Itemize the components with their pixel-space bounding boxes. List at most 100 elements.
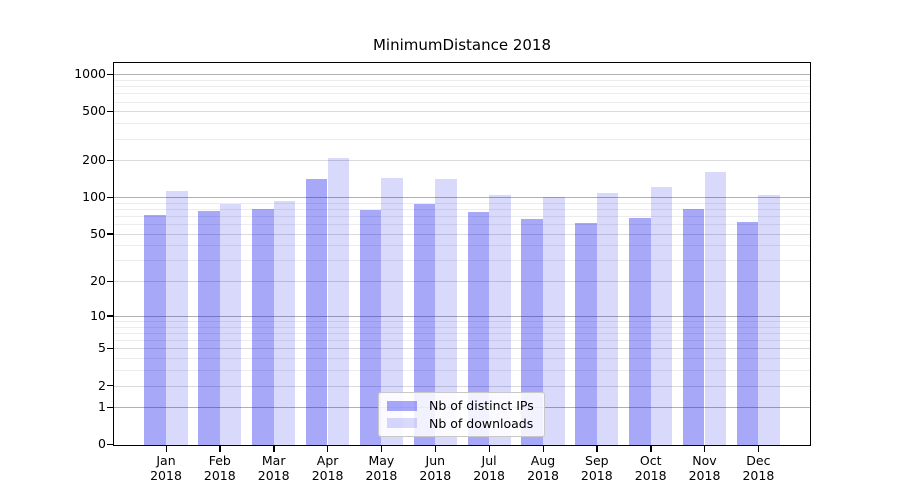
gridline-8: [114, 326, 810, 328]
bar-nb-of-downloads-apr: [327, 157, 350, 446]
x-tick-month: Jun: [425, 453, 446, 468]
bar-nb-of-downloads-jun: [435, 179, 457, 446]
gridline-40: [114, 245, 810, 247]
bar-nb-of-downloads-may: [381, 177, 403, 446]
gridline-200: [114, 160, 810, 162]
bar-nb-of-distinct-ips-jan: [144, 215, 166, 446]
x-tick-mark-apr: [327, 446, 329, 452]
y-tick-label-10: 10: [90, 307, 106, 323]
bar-nb-of-distinct-ips-oct: [629, 217, 651, 446]
y-tick-mark-200: [107, 159, 113, 162]
y-tick-label-0: 0: [98, 436, 106, 452]
y-tick-label-5: 5: [98, 340, 106, 356]
x-tick-label-apr: Apr 2018: [300, 453, 356, 483]
x-tick-label-jan: Jan 2018: [138, 453, 194, 483]
gridline-9: [114, 321, 810, 322]
x-tick-label-aug: Aug 2018: [515, 453, 571, 483]
gridline-600: [114, 101, 810, 103]
bar-nb-of-downloads-aug: [543, 196, 565, 446]
x-tick-label-jun: Jun 2018: [407, 453, 463, 483]
x-tick-month: Mar: [261, 453, 286, 468]
gridline-70: [114, 216, 810, 217]
y-tick-mark-1: [107, 406, 113, 409]
x-tick-year: 2018: [473, 467, 505, 483]
x-tick-mark-jun: [434, 446, 437, 452]
x-tick-year: 2018: [203, 467, 236, 483]
x-tick-year: 2018: [150, 467, 182, 483]
legend-swatch-downloads: [387, 418, 417, 428]
x-tick-month: Feb: [208, 453, 231, 468]
gridline-90: [114, 202, 810, 204]
x-tick-month: Nov: [692, 453, 717, 468]
bar-nb-of-distinct-ips-may: [359, 209, 382, 446]
legend: Nb of distinct IPs Nb of downloads: [378, 392, 545, 437]
x-tick-mark-aug: [542, 446, 544, 452]
gridline-5: [114, 348, 810, 350]
bar-nb-of-distinct-ips-mar: [252, 209, 274, 446]
gridline-500: [114, 111, 810, 113]
gridline-6: [114, 340, 810, 342]
x-tick-month: Dec: [746, 453, 771, 468]
x-tick-month: Jul: [481, 453, 497, 468]
legend-label-distinct-ips: Nb of distinct IPs: [429, 398, 534, 414]
y-tick-mark-1000: [107, 73, 113, 76]
x-tick-month: May: [368, 453, 395, 468]
gridline-2: [114, 385, 810, 387]
x-tick-month: Sep: [585, 453, 609, 468]
x-tick-year: 2018: [365, 467, 398, 483]
x-tick-year: 2018: [634, 467, 667, 483]
y-tick-mark-100: [107, 196, 113, 199]
gridline-80: [114, 209, 810, 210]
y-tick-mark-2: [107, 385, 113, 387]
y-tick-label-50: 50: [90, 225, 106, 241]
gridline-800: [114, 86, 810, 88]
bar-nb-of-distinct-ips-sep: [575, 223, 597, 446]
gridline-10: [114, 315, 810, 317]
bar-nb-of-downloads-mar: [273, 201, 296, 446]
x-tick-mark-oct: [650, 446, 652, 452]
x-tick-mark-feb: [219, 446, 221, 452]
bar-nb-of-downloads-jan: [166, 191, 188, 446]
gridline-900: [114, 80, 810, 81]
gridline-300: [114, 138, 810, 140]
x-tick-year: 2018: [257, 467, 290, 483]
gridline-60: [114, 224, 810, 226]
bar-nb-of-distinct-ips-nov: [682, 209, 705, 446]
bar-nb-of-downloads-jul: [489, 195, 511, 446]
bar-nb-of-downloads-feb: [219, 203, 242, 446]
gridline-3: [114, 370, 810, 372]
y-tick-label-2: 2: [98, 377, 106, 393]
x-tick-year: 2018: [527, 467, 559, 483]
y-tick-label-20: 20: [90, 273, 106, 289]
bar-nb-of-distinct-ips-feb: [198, 211, 220, 446]
y-tick-mark-20: [107, 280, 113, 283]
bar-nb-of-distinct-ips-apr: [305, 179, 328, 446]
x-tick-label-feb: Feb 2018: [192, 453, 248, 483]
gridline-400: [114, 123, 810, 125]
x-tick-year: 2018: [580, 467, 613, 483]
x-tick-label-jul: Jul 2018: [461, 453, 517, 483]
legend-item-downloads: Nb of downloads: [387, 417, 536, 430]
x-tick-mark-jul: [488, 446, 490, 452]
bar-nb-of-downloads-sep: [596, 192, 619, 446]
x-tick-label-dec: Dec 2018: [730, 453, 786, 483]
y-tick-label-100: 100: [82, 189, 106, 205]
bar-nb-of-distinct-ips-jun: [413, 203, 436, 446]
gridline-20: [114, 281, 810, 283]
gridline-100: [114, 197, 810, 199]
y-tick-label-200: 200: [82, 152, 106, 168]
x-tick-year: 2018: [742, 467, 775, 483]
x-tick-month: Oct: [639, 453, 662, 468]
bar-nb-of-distinct-ips-aug: [521, 219, 543, 446]
x-tick-mark-may: [380, 446, 383, 452]
x-tick-month: Apr: [316, 453, 339, 468]
y-tick-mark-5: [107, 347, 113, 350]
x-tick-year: 2018: [419, 467, 452, 483]
x-tick-label-nov: Nov 2018: [677, 453, 733, 483]
y-tick-label-1000: 1000: [74, 66, 106, 82]
x-tick-mark-sep: [596, 446, 598, 452]
bar-nb-of-distinct-ips-jul: [467, 212, 490, 446]
chart-title: MinimumDistance 2018: [372, 36, 552, 54]
y-tick-mark-10: [107, 315, 113, 317]
x-tick-mark-mar: [273, 446, 275, 452]
